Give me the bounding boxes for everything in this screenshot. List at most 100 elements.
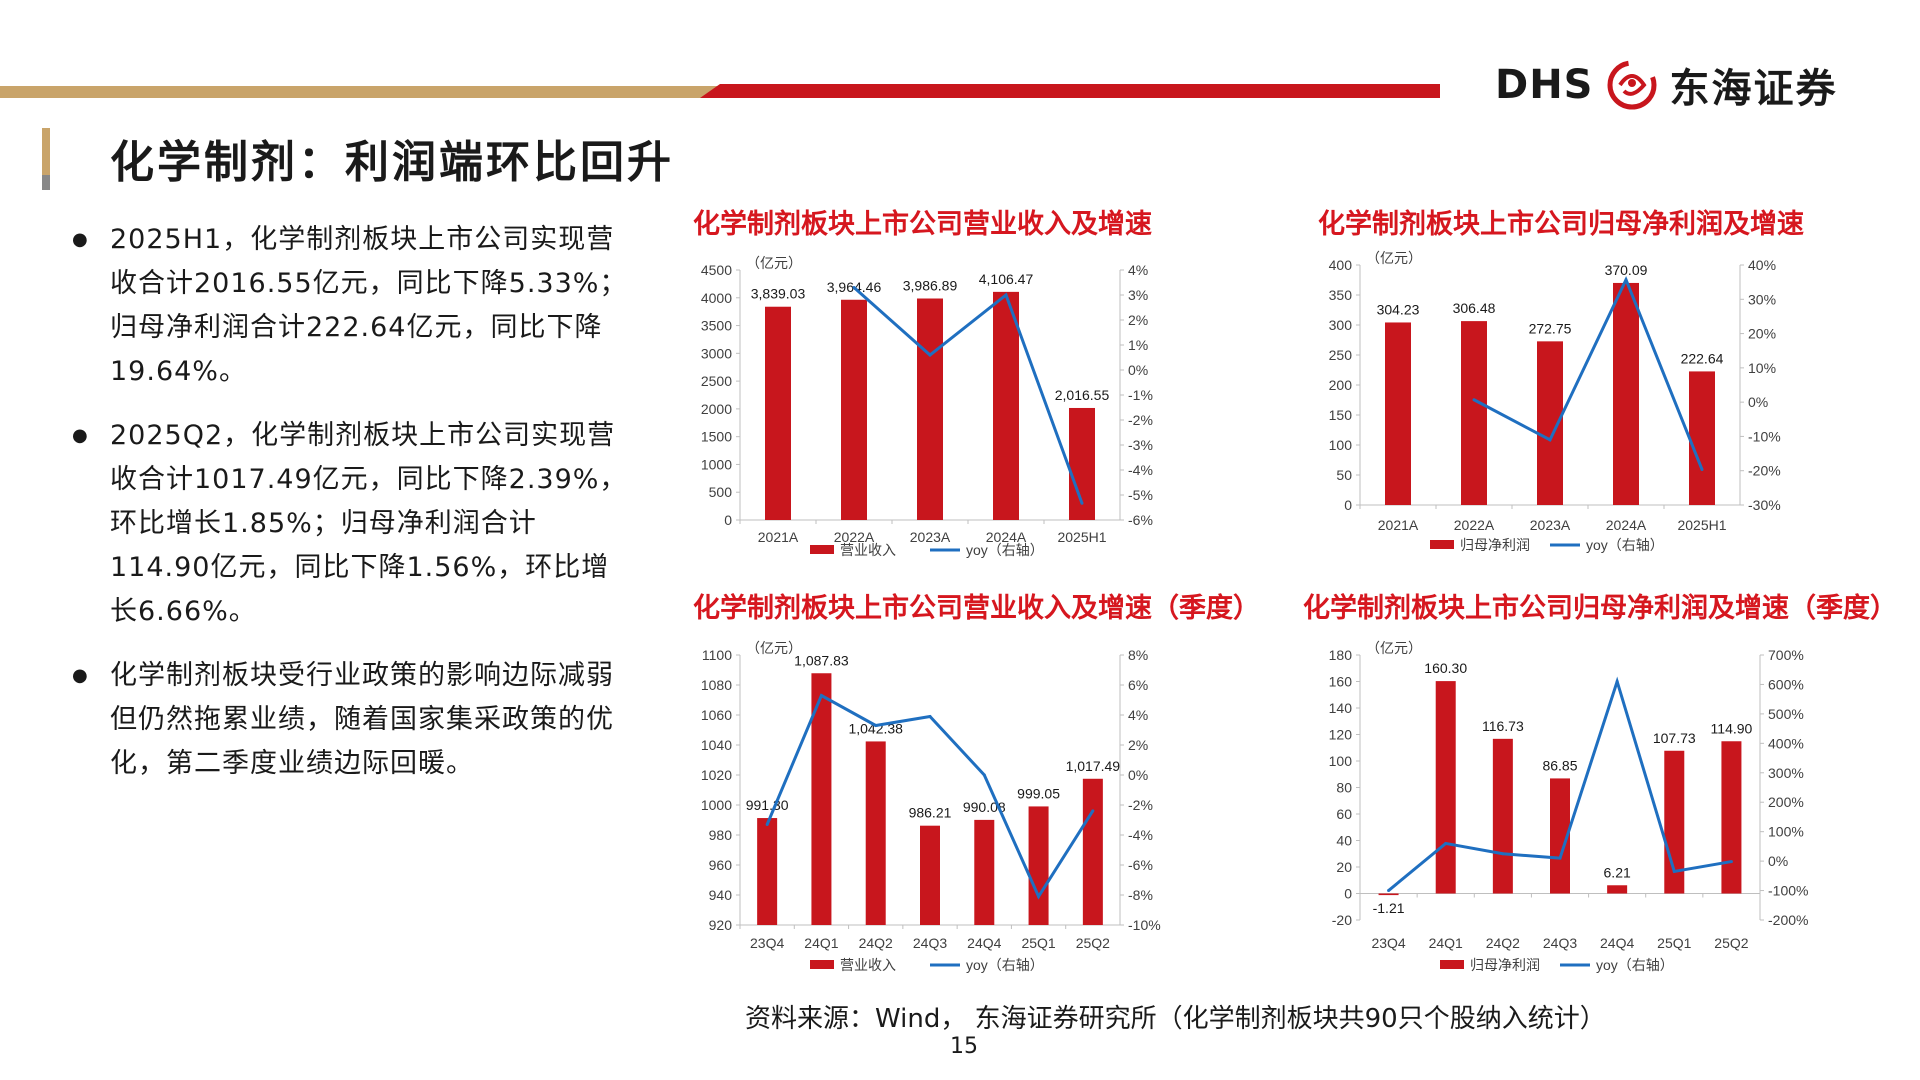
bullet-item: 化学制剂板块受行业政策的影响边际减弱但仍然拖累业绩，随着国家集采政策的优化，第二…	[70, 654, 630, 786]
right-tick-label: 4%	[1128, 707, 1148, 723]
left-tick-label: 3500	[701, 318, 732, 334]
yoy-point	[1444, 841, 1448, 845]
right-tick-label: -2%	[1128, 412, 1153, 428]
bar-value-label: 272.75	[1529, 320, 1572, 336]
yoy-point	[1548, 438, 1552, 442]
x-tick-label: 25Q1	[1021, 935, 1055, 951]
left-tick-label: 940	[709, 887, 733, 903]
right-tick-label: 8%	[1128, 647, 1148, 663]
chart-title-quarterly-profit: 化学制剂板块上市公司归母净利润及增速（季度）	[1303, 593, 1897, 624]
left-tick-label: 100	[1329, 437, 1353, 453]
left-tick-label: 250	[1329, 347, 1353, 363]
dragon-emblem-icon	[1607, 60, 1656, 110]
left-tick-label: 1100	[702, 647, 732, 663]
left-tick-label: 180	[1329, 647, 1353, 663]
x-tick-label: 23Q4	[1371, 935, 1405, 951]
x-tick-label: 24Q1	[1429, 935, 1463, 951]
right-tick-label: -200%	[1768, 912, 1808, 928]
left-tick-label: 2500	[701, 373, 732, 389]
bar-value-label: 370.09	[1605, 262, 1648, 278]
legend-bar-label: 营业收入	[840, 957, 896, 973]
yoy-point	[1004, 293, 1008, 297]
bar-value-label: 986.21	[909, 805, 952, 821]
x-tick-label: 2025H1	[1057, 529, 1106, 545]
bar	[1492, 738, 1513, 894]
bullet-list: 2025H1，化学制剂板块上市公司实现营收合计2016.55亿元，同比下降5.3…	[70, 218, 630, 806]
right-tick-label: 1%	[1128, 337, 1148, 353]
left-tick-label: 140	[1329, 700, 1353, 716]
x-tick-label: 25Q2	[1714, 935, 1748, 951]
bar-value-label: 222.64	[1681, 350, 1724, 366]
left-tick-label: -20	[1332, 912, 1352, 928]
right-tick-label: 0%	[1748, 394, 1768, 410]
right-tick-label: 6%	[1128, 677, 1148, 693]
bar-value-label: 991.30	[746, 797, 789, 813]
bar-value-label: 304.23	[1377, 301, 1420, 317]
yoy-point	[1091, 809, 1095, 813]
bar-value-label: 3,839.03	[751, 286, 806, 302]
left-tick-label: 0	[1344, 497, 1352, 513]
x-tick-label: 2023A	[910, 529, 951, 545]
bar-value-label: 3,986.89	[903, 278, 958, 294]
yoy-point	[982, 773, 986, 777]
right-tick-label: -5%	[1128, 487, 1153, 503]
bar	[920, 825, 940, 925]
right-tick-label: 0%	[1128, 767, 1148, 783]
yoy-point	[1624, 278, 1628, 282]
title-accent-bar-bottom	[42, 175, 50, 190]
left-tick-label: 500	[709, 484, 733, 500]
unit-label: （亿元）	[746, 255, 802, 271]
left-tick-label: 160	[1329, 674, 1353, 690]
bullet-item: 2025Q2，化学制剂板块上市公司实现营收合计1017.49亿元，同比下降2.3…	[70, 414, 630, 634]
bar	[1378, 893, 1399, 896]
right-tick-label: 600%	[1768, 676, 1804, 692]
left-tick-label: 40	[1336, 833, 1352, 849]
right-tick-label: 0%	[1128, 362, 1148, 378]
x-tick-label: 2025H1	[1677, 517, 1726, 533]
left-tick-label: 1020	[701, 767, 732, 783]
bar	[865, 741, 886, 925]
yoy-point	[1672, 869, 1676, 873]
x-tick-label: 24Q4	[1600, 935, 1634, 951]
right-tick-label: -6%	[1128, 512, 1153, 528]
chart-quarterly-revenue: （亿元） 920 940 960 980 1000 1020 1040 1060 1080 1100…	[701, 640, 1161, 973]
left-tick-label: 2000	[701, 401, 732, 417]
bar-value-label: 999.05	[1017, 785, 1060, 801]
yoy-point	[1700, 467, 1704, 471]
right-tick-label: 10%	[1748, 360, 1776, 376]
unit-label: （亿元）	[1366, 640, 1422, 656]
right-tick-label: -2%	[1128, 797, 1153, 813]
yoy-point	[1501, 852, 1505, 856]
left-tick-label: 400	[1329, 257, 1353, 273]
left-tick-label: 1080	[701, 677, 732, 693]
x-tick-label: 2021A	[1378, 517, 1419, 533]
chart-title-annual-revenue: 化学制剂板块上市公司营业收入及增速	[693, 209, 1152, 240]
legend-bar-label: 归母净利润	[1470, 957, 1540, 973]
left-tick-label: 20	[1336, 859, 1352, 875]
right-tick-label: 3%	[1128, 287, 1148, 303]
bar-value-label: 2,016.55	[1055, 387, 1110, 403]
bar	[1385, 322, 1411, 505]
chart-quarterly-profit: （亿元） -20 0 20 40 60 80 100 120 140 160 180 700% 600% 5…	[1329, 640, 1809, 973]
x-tick-label: 24Q2	[1486, 935, 1520, 951]
bar	[841, 299, 867, 520]
right-tick-label: -4%	[1128, 827, 1153, 843]
x-tick-label: 24Q2	[859, 935, 893, 951]
page-number: 15	[950, 1034, 978, 1059]
left-tick-label: 1000	[701, 456, 732, 472]
source-note: 资料来源：Wind， 东海证券研究所（化学制剂板块共90只个股纳入统计）	[745, 1004, 1606, 1034]
logo-chinese-text: 东海证券	[1669, 66, 1838, 112]
yoy-point	[928, 353, 932, 357]
right-tick-label: -8%	[1128, 887, 1153, 903]
left-tick-label: 350	[1329, 287, 1353, 303]
yoy-point	[1615, 680, 1619, 683]
legend-bar-label: 营业收入	[840, 542, 896, 558]
right-tick-label: 300%	[1768, 765, 1804, 781]
x-tick-label: 2024A	[986, 529, 1027, 545]
x-tick-label: 2022A	[834, 529, 875, 545]
legend-bar-swatch	[1430, 540, 1454, 549]
brand-logo: DHS 东海证券	[1495, 55, 1838, 115]
left-tick-label: 980	[709, 827, 733, 843]
right-tick-label: -10%	[1128, 917, 1161, 933]
right-tick-label: -4%	[1128, 462, 1153, 478]
